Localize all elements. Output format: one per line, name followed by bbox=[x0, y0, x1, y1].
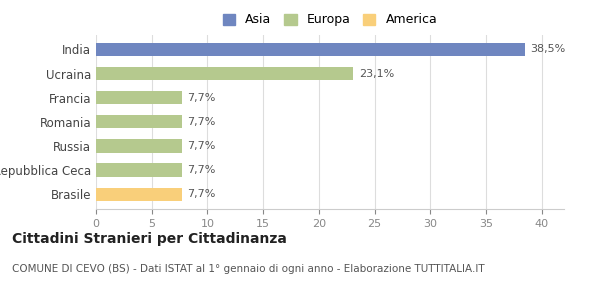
Text: 7,7%: 7,7% bbox=[187, 93, 216, 103]
Text: Cittadini Stranieri per Cittadinanza: Cittadini Stranieri per Cittadinanza bbox=[12, 232, 287, 246]
Text: 7,7%: 7,7% bbox=[187, 117, 216, 127]
Text: 23,1%: 23,1% bbox=[359, 68, 394, 79]
Text: COMUNE DI CEVO (BS) - Dati ISTAT al 1° gennaio di ogni anno - Elaborazione TUTTI: COMUNE DI CEVO (BS) - Dati ISTAT al 1° g… bbox=[12, 264, 485, 274]
Bar bbox=[96, 67, 353, 80]
Legend: Asia, Europa, America: Asia, Europa, America bbox=[219, 10, 441, 30]
Text: 7,7%: 7,7% bbox=[187, 165, 216, 175]
Bar bbox=[96, 139, 182, 153]
Bar bbox=[96, 115, 182, 128]
Bar bbox=[96, 164, 182, 177]
Bar bbox=[96, 43, 525, 56]
Text: 38,5%: 38,5% bbox=[530, 44, 566, 54]
Bar bbox=[96, 188, 182, 201]
Text: 7,7%: 7,7% bbox=[187, 189, 216, 199]
Text: 7,7%: 7,7% bbox=[187, 141, 216, 151]
Bar bbox=[96, 91, 182, 104]
